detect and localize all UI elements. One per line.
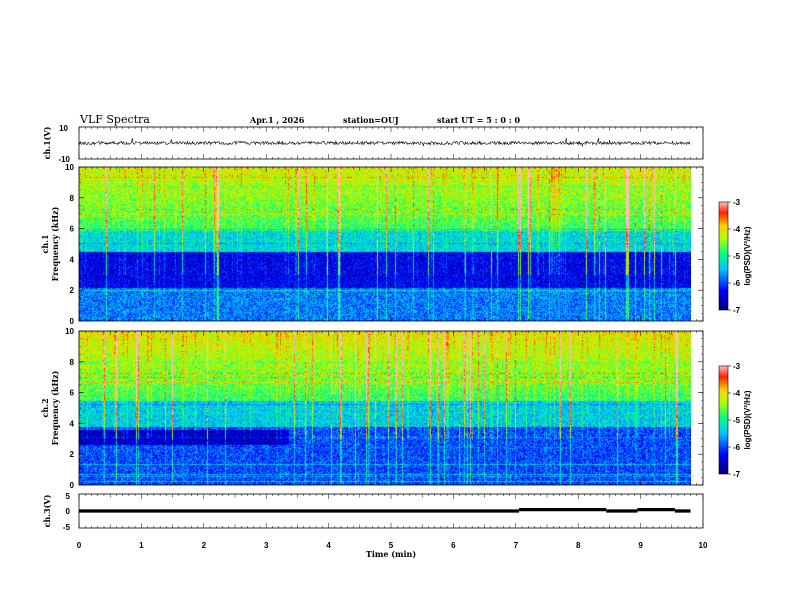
- ch1-spectrogram-image: [79, 167, 691, 321]
- ch2-colorbar-label: log(PSD)(V²/Hz): [743, 390, 752, 449]
- y-tick-label: 8: [70, 358, 75, 367]
- ch1-ytick-top: 10: [59, 124, 68, 133]
- time-axis-label: Time (min): [366, 549, 416, 559]
- ch1-spectrogram-yticks: 0 2 4 6 8 10: [65, 163, 703, 326]
- time-tick-label: 9: [638, 541, 643, 550]
- time-tick-label: 2: [202, 541, 207, 550]
- ch1-colorbar-ticks: -7 -6 -5 -4 -3: [728, 198, 741, 315]
- colorbar-tick-label: -4: [733, 389, 741, 398]
- time-tick-label: 4: [326, 541, 331, 550]
- colorbar-tick-label: -6: [733, 443, 741, 452]
- ch1-ytick-bottom: -10: [58, 155, 70, 164]
- ch3-waveform-ylabel: ch.3(V): [42, 494, 52, 527]
- spectrogram-raster: [79, 331, 691, 485]
- ch2-colorbar: -7 -6 -5 -4 -3 log(PSD)(V²/Hz): [718, 362, 752, 479]
- y-tick-label: 6: [70, 225, 75, 234]
- ch1-xticks: [78, 127, 704, 159]
- colorbar-tick-label: -6: [733, 279, 741, 288]
- ch2-spectrogram-ylabel-freq: Frequency (kHz): [50, 370, 60, 445]
- colorbar-tick-label: -7: [733, 470, 741, 479]
- time-axis-tick-labels: 0 1 2 3 4 5 6 7 8 9 10: [77, 541, 708, 550]
- y-tick-label: 10: [65, 163, 74, 172]
- colorbar-tick-label: -3: [733, 198, 741, 207]
- ch1-spectrogram-ylabel-channel: ch.1: [40, 234, 50, 253]
- time-tick-label: 5: [389, 541, 394, 550]
- ch3-ytick-top: 5: [66, 492, 71, 501]
- station-label: station=OUJ: [343, 115, 399, 125]
- colorbar-tick-label: -4: [733, 225, 741, 234]
- y-tick-label: 4: [70, 419, 75, 428]
- spectrogram-raster: [79, 167, 691, 321]
- y-tick-label: 2: [70, 286, 75, 295]
- y-tick-label: 0: [70, 317, 75, 326]
- ch1-waveform-panel: 10 -10 ch.1(V): [42, 124, 704, 164]
- y-tick-label: 4: [70, 255, 75, 264]
- ch1-waveform-ylabel: ch.1(V): [42, 126, 52, 159]
- colorbar-tick-label: -3: [733, 362, 741, 371]
- colorbar-tick-label: -5: [733, 416, 741, 425]
- ch1-waveform-trace: [78, 137, 691, 147]
- ch3-ytick-mid: 0: [66, 507, 71, 516]
- ch2-spectrogram-yticks: 0 2 4 6 8 10: [65, 327, 703, 490]
- ch3-waveform-trace: [79, 508, 691, 513]
- time-tick-label: 3: [264, 541, 269, 550]
- y-tick-label: 8: [70, 194, 75, 203]
- ch2-spectrogram-panel: 0 2 4 6 8 10 ch.2 Frequency (kHz): [40, 327, 704, 490]
- ch1-spectrogram-panel: 0 2 4 6 8 10 ch.1 Frequency (kHz): [40, 163, 704, 326]
- time-tick-label: 7: [514, 541, 519, 550]
- ch1-colorbar-label: log(PSD)(V²/Hz): [743, 226, 752, 285]
- figure-title: VLF Spectra: [79, 113, 150, 126]
- time-tick-label: 6: [451, 541, 456, 550]
- ch1-colorbar: -7 -6 -5 -4 -3 log(PSD)(V²/Hz): [718, 198, 752, 315]
- ch2-spectrogram-image: [79, 331, 691, 485]
- ch1-spectrogram-ylabel-freq: Frequency (kHz): [50, 206, 60, 281]
- time-tick-label: 1: [139, 541, 144, 550]
- ch1-spectrogram-xticks: [78, 167, 704, 321]
- y-tick-label: 2: [70, 450, 75, 459]
- y-tick-label: 0: [70, 481, 75, 490]
- time-tick-label: 8: [576, 541, 581, 550]
- time-tick-label: 10: [699, 541, 708, 550]
- ch2-spectrogram-ylabel-channel: ch.2: [40, 398, 50, 417]
- time-tick-label: 0: [77, 541, 82, 550]
- ch2-spectrogram-xticks: [78, 331, 704, 485]
- ch3-waveform-panel: 5 0 -5 ch.3(V) 0 1 2 3 4 5 6 7 8 9 10 Time (min): [42, 492, 708, 559]
- ch3-xticks: [78, 494, 704, 528]
- colorbar-tick-label: -7: [733, 306, 741, 315]
- colorbar-tick-label: -5: [733, 252, 741, 261]
- ch3-ytick-bottom: -5: [63, 523, 71, 532]
- date-label: Apr.1 , 2026: [249, 115, 305, 125]
- ch2-colorbar-ticks: -7 -6 -5 -4 -3: [728, 362, 741, 479]
- y-tick-label: 6: [70, 389, 75, 398]
- y-tick-label: 10: [65, 327, 74, 336]
- start-time-label: start UT = 5 : 0 : 0: [437, 115, 520, 125]
